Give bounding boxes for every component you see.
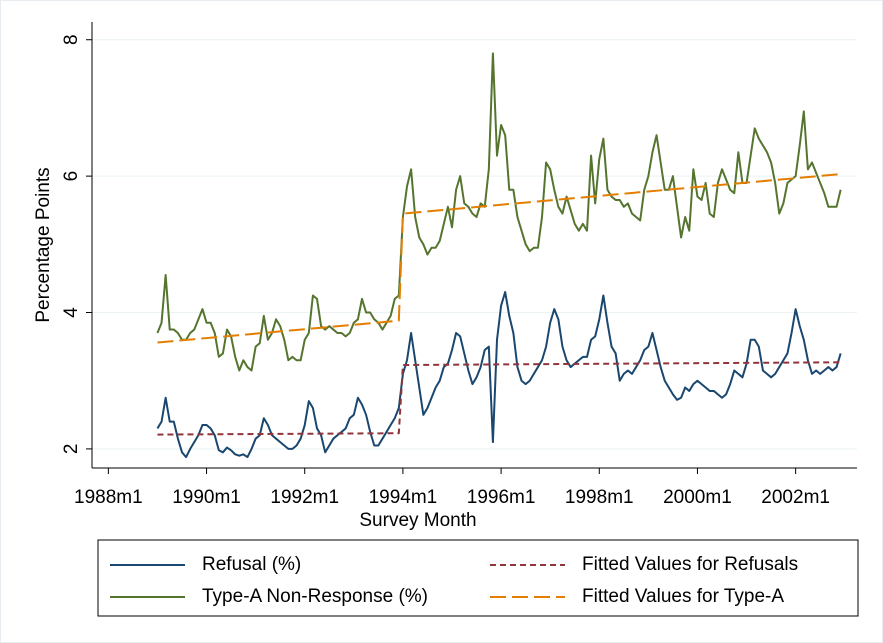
x-tick-label: 2000m1 — [663, 487, 732, 508]
y-tick-label: 2 — [61, 444, 82, 455]
legend-label: Type-A Non-Response (%) — [202, 586, 428, 607]
legend-label: Refusal (%) — [202, 554, 301, 575]
y-axis-title: Percentage Points — [33, 167, 54, 322]
legend-label: Fitted Values for Refusals — [582, 554, 798, 575]
plot-area — [92, 22, 857, 468]
legend-box — [97, 539, 859, 617]
x-tick-label: 1994m1 — [369, 487, 438, 508]
x-tick-label: 1992m1 — [270, 487, 339, 508]
y-tick-label: 8 — [61, 34, 82, 45]
series-line — [157, 361, 841, 436]
x-tick-label: 1990m1 — [172, 487, 241, 508]
x-tick-label: 1998m1 — [565, 487, 634, 508]
series-line — [156, 52, 842, 372]
x-axis-title: Survey Month — [359, 510, 476, 531]
y-tick-label: 4 — [61, 307, 82, 318]
legend-label: Fitted Values for Type-A — [582, 586, 784, 607]
x-tick-label: 2002m1 — [761, 487, 830, 508]
series-line — [157, 173, 841, 344]
x-tick-label: 1996m1 — [467, 487, 536, 508]
x-tick-label: 1988m1 — [74, 487, 143, 508]
y-tick-label: 6 — [61, 171, 82, 182]
